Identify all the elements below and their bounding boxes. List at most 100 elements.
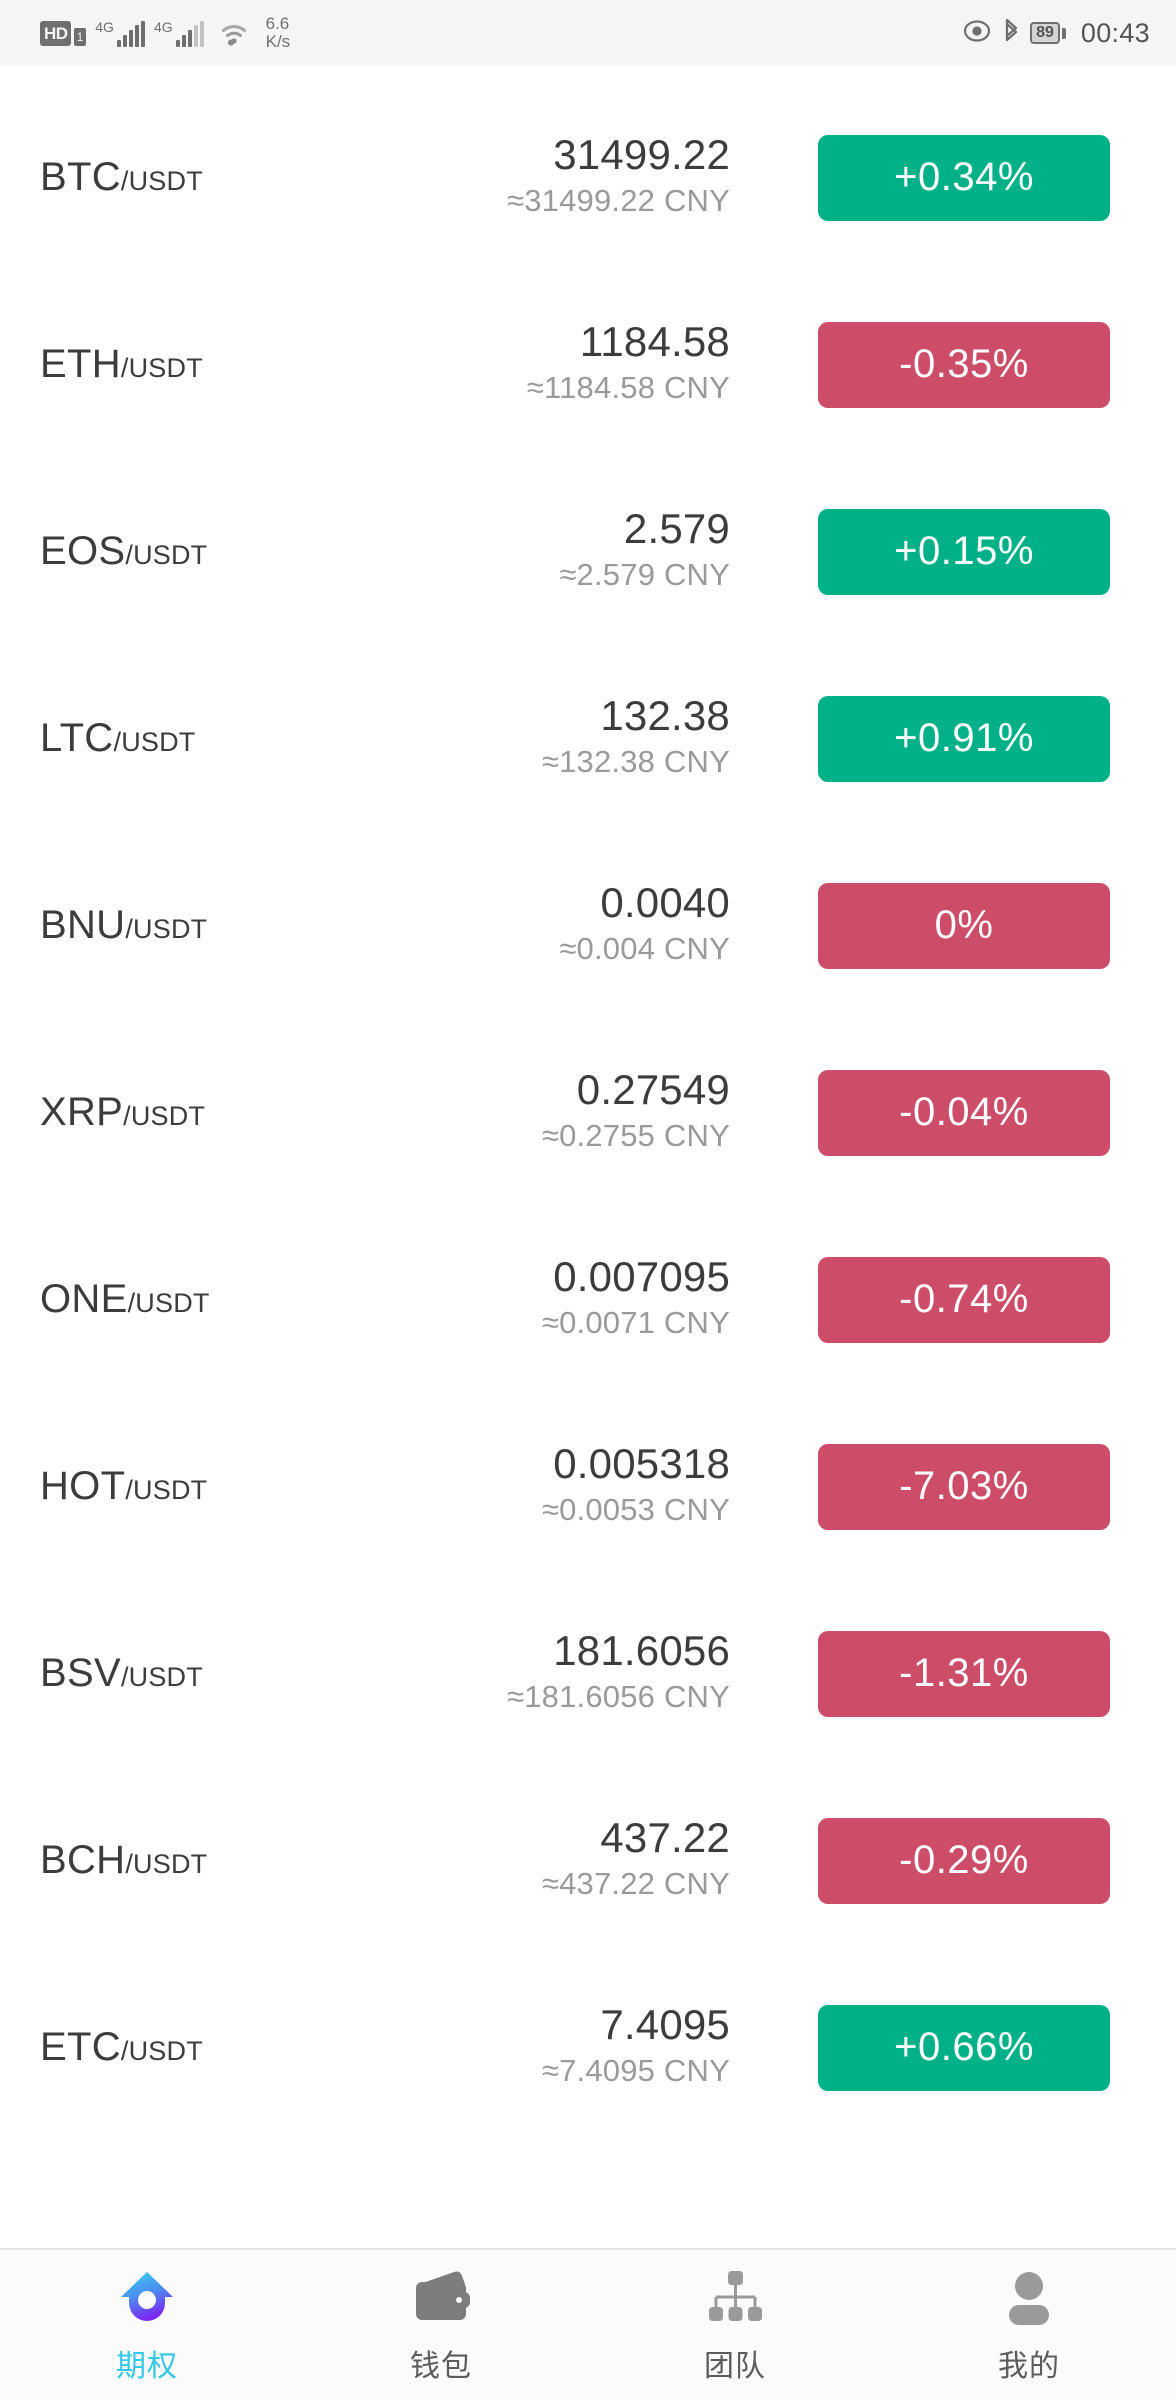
price-block: 7.4095 ≈7.4095 CNY: [400, 2001, 818, 2095]
status-badge[interactable]: -0.74%: [818, 1256, 1110, 1343]
status-badge[interactable]: +0.66%: [818, 2004, 1110, 2091]
network-speed-unit: K/s: [265, 32, 291, 51]
price-cny-value: ≈0.2755 CNY: [541, 1117, 730, 1153]
hd-label: HD: [40, 20, 71, 46]
table-row[interactable]: BTC/USDT 31499.22 ≈31499.22 CNY +0.34%: [0, 84, 1176, 271]
pair-label: HOT/USDT: [40, 1464, 400, 1509]
pair-quote: /USDT: [127, 1288, 210, 1318]
table-row[interactable]: BCH/USDT 437.22 ≈437.22 CNY -0.29%: [0, 1767, 1176, 1954]
table-row[interactable]: LTC/USDT 132.38 ≈132.38 CNY +0.91%: [0, 645, 1176, 832]
status-bar-right: 89 00:43: [962, 17, 1150, 50]
pair-label: ETC/USDT: [40, 2025, 400, 2070]
pair-base: LTC: [40, 716, 114, 760]
price-value: 437.22: [600, 1813, 730, 1861]
market-list[interactable]: BTC/USDT 31499.22 ≈31499.22 CNY +0.34% ETH/U…: [0, 66, 1176, 2248]
status-badge[interactable]: -7.03%: [818, 1443, 1110, 1530]
network-type-label-1: 4G: [95, 18, 114, 35]
price-block: 0.0040 ≈0.004 CNY: [400, 879, 818, 973]
pair-base: BTC: [40, 155, 121, 199]
pair-quote: /USDT: [125, 540, 208, 570]
table-row[interactable]: HOT/USDT 0.005318 ≈0.0053 CNY -7.03%: [0, 1393, 1176, 1580]
wifi-icon: [217, 20, 251, 46]
pair-quote: /USDT: [120, 353, 203, 383]
price-block: 2.579 ≈2.579 CNY: [400, 505, 818, 599]
price-cny-value: ≈132.38 CNY: [541, 743, 730, 779]
sim-label: 1: [73, 27, 87, 46]
table-row[interactable]: ETC/USDT 7.4095 ≈7.4095 CNY +0.66%: [0, 1954, 1176, 2141]
tab-wallet[interactable]: 钱包: [294, 2250, 588, 2400]
battery-level: 89: [1030, 22, 1060, 44]
signal-bars-2: [175, 20, 204, 47]
status-badge[interactable]: -0.04%: [818, 1069, 1110, 1156]
pair-label: XRP/USDT: [40, 1090, 400, 1135]
price-block: 0.007095 ≈0.0071 CNY: [400, 1253, 818, 1347]
home-options-icon: [116, 2265, 178, 2331]
price-block: 181.6056 ≈181.6056 CNY: [400, 1627, 818, 1721]
network-speed-value: 6.6: [265, 13, 290, 33]
pair-base: BCH: [40, 1838, 126, 1882]
pair-label: LTC/USDT: [40, 716, 400, 761]
price-block: 0.005318 ≈0.0053 CNY: [400, 1440, 818, 1534]
price-value: 31499.22: [553, 130, 730, 178]
network-speed: 6.6 K/s: [265, 13, 291, 52]
pair-label: BSV/USDT: [40, 1651, 400, 1696]
pair-base: BNU: [40, 903, 126, 947]
pair-label: BTC/USDT: [40, 155, 400, 200]
pair-quote: /USDT: [123, 1101, 206, 1131]
pair-base: HOT: [40, 1464, 126, 1508]
table-row[interactable]: BSV/USDT 181.6056 ≈181.6056 CNY -1.31%: [0, 1580, 1176, 1767]
tab-user-profile[interactable]: 我的: [882, 2250, 1176, 2400]
price-cny-value: ≈31499.22 CNY: [507, 182, 730, 218]
tab-label: 我的: [998, 2350, 1060, 2383]
tab-team-orgchart[interactable]: 团队: [588, 2250, 882, 2400]
table-row[interactable]: EOS/USDT 2.579 ≈2.579 CNY +0.15%: [0, 458, 1176, 645]
pair-base: EOS: [40, 529, 126, 573]
bluetooth-icon: [1001, 17, 1021, 50]
tab-label: 团队: [704, 2350, 766, 2383]
signal-icon-2: 4G: [154, 20, 204, 47]
pair-label: ONE/USDT: [40, 1277, 400, 1322]
table-row[interactable]: ONE/USDT 0.007095 ≈0.0071 CNY -0.74%: [0, 1206, 1176, 1393]
price-value: 0.005318: [553, 1439, 730, 1487]
network-type-label-2: 4G: [153, 18, 173, 35]
table-row[interactable]: BNU/USDT 0.0040 ≈0.004 CNY 0%: [0, 832, 1176, 1019]
battery-icon: 89: [1030, 22, 1066, 44]
status-badge[interactable]: 0%: [818, 882, 1110, 969]
pair-label: BNU/USDT: [40, 903, 400, 948]
table-row[interactable]: XRP/USDT 0.27549 ≈0.2755 CNY -0.04%: [0, 1019, 1176, 1206]
pair-quote: /USDT: [125, 1475, 208, 1505]
pair-quote: /USDT: [113, 727, 196, 757]
price-cny-value: ≈2.579 CNY: [559, 556, 730, 592]
pair-base: XRP: [40, 1090, 124, 1134]
pair-label: EOS/USDT: [40, 529, 400, 574]
price-value: 0.0040: [600, 878, 730, 926]
status-badge[interactable]: -0.29%: [818, 1817, 1110, 1904]
pair-quote: /USDT: [120, 166, 203, 196]
status-badge[interactable]: -0.35%: [818, 321, 1110, 408]
status-badge[interactable]: +0.15%: [818, 508, 1110, 595]
pair-quote: /USDT: [120, 1662, 203, 1692]
price-cny-value: ≈181.6056 CNY: [507, 1678, 730, 1714]
tab-label: 钱包: [410, 2350, 472, 2383]
pair-quote: /USDT: [125, 914, 208, 944]
price-cny-value: ≈0.0053 CNY: [541, 1491, 730, 1527]
status-badge[interactable]: -1.31%: [818, 1630, 1110, 1717]
price-cny-value: ≈0.0071 CNY: [541, 1304, 730, 1340]
price-block: 31499.22 ≈31499.22 CNY: [400, 131, 818, 225]
price-cny-value: ≈437.22 CNY: [541, 1865, 730, 1901]
bottom-tab-bar[interactable]: 期权 钱包 团队 我的: [0, 2248, 1176, 2400]
wallet-icon: [410, 2265, 472, 2331]
tab-home-options[interactable]: 期权: [0, 2250, 294, 2400]
status-bar-left: HD 1 4G 4G 6.6 K/s: [40, 13, 291, 52]
team-orgchart-icon: [704, 2265, 766, 2331]
status-bar: HD 1 4G 4G 6.6 K/s: [0, 0, 1176, 66]
status-badge[interactable]: +0.34%: [818, 134, 1110, 221]
price-value: 0.27549: [576, 1065, 730, 1113]
pair-quote: /USDT: [125, 1849, 208, 1879]
status-badge[interactable]: +0.91%: [818, 695, 1110, 782]
price-block: 437.22 ≈437.22 CNY: [400, 1814, 818, 1908]
price-block: 0.27549 ≈0.2755 CNY: [400, 1066, 818, 1160]
price-value: 1184.58: [579, 317, 730, 365]
table-row[interactable]: ETH/USDT 1184.58 ≈1184.58 CNY -0.35%: [0, 271, 1176, 458]
price-value: 7.4095: [600, 2000, 730, 2048]
